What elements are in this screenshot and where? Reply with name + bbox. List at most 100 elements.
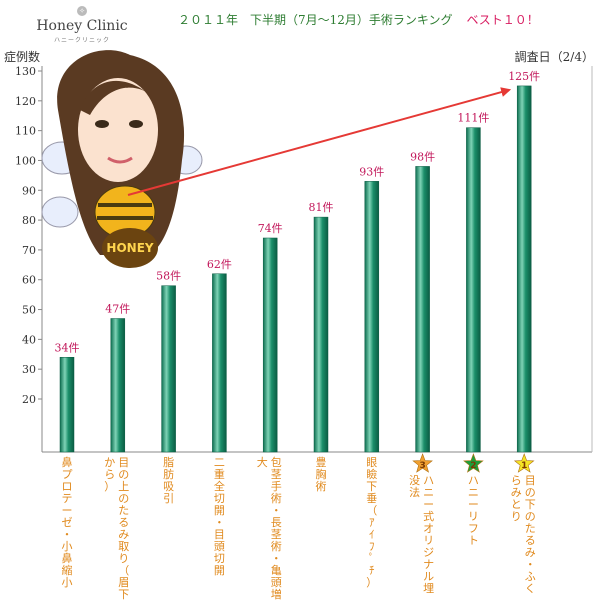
category-label-char: 瞼 — [366, 467, 377, 481]
y-tick-label: 60 — [22, 274, 36, 287]
y-tick-label: 50 — [22, 304, 36, 317]
bar — [212, 273, 227, 453]
category-label-char: み — [525, 546, 536, 559]
category-label-char: る — [525, 534, 536, 547]
mascot-badge-text: HONEY — [106, 241, 153, 255]
category-label-char: た — [118, 504, 129, 517]
category-label-char: 眉 — [118, 576, 129, 589]
category-label-char: の — [525, 486, 536, 499]
y-axis-label: 症例数 — [4, 50, 41, 64]
bar-value-label: 74件 — [258, 222, 283, 235]
chart-bars — [59, 85, 532, 453]
category-label-char: 吸 — [163, 480, 174, 493]
category-label-char: （ — [118, 564, 129, 577]
mascot-honey-pot — [102, 228, 158, 268]
category-label-char: 二 — [214, 456, 225, 469]
y-tick-label: 40 — [22, 333, 36, 346]
category-label-char: の — [118, 492, 129, 505]
category-label-char: ・ — [214, 516, 225, 529]
bar-value-label: 98件 — [410, 150, 435, 163]
category-label-char: 肪 — [163, 467, 174, 481]
y-tick-label: 100 — [15, 154, 36, 167]
category-label-char: リ — [423, 534, 434, 547]
category-label-char: ら — [104, 468, 115, 481]
bar — [262, 237, 278, 453]
y-tick-label: 70 — [22, 244, 36, 257]
category-label-char: 目 — [118, 456, 129, 469]
bar — [516, 85, 532, 453]
category-label-char: ー — [468, 498, 479, 511]
category-label-char: 鼻 — [62, 551, 73, 565]
category-label-char: 引 — [163, 491, 174, 505]
y-tick-label: 130 — [15, 65, 36, 78]
y-tick-label: 120 — [15, 95, 36, 108]
category-label-char: 重 — [214, 467, 225, 481]
y-tick-label: 80 — [22, 214, 36, 227]
mascot-mouth — [107, 156, 133, 164]
category-label-char: 小 — [62, 576, 73, 589]
category-label-char: た — [525, 522, 536, 535]
category-label-char: ふ — [525, 570, 536, 583]
category-label-char: ﾁ — [369, 564, 375, 577]
category-label-char: 増 — [271, 588, 282, 600]
category-label-char: 下 — [118, 588, 129, 600]
category-label-char: 茎 — [271, 468, 282, 481]
category-label-char: り — [118, 552, 129, 565]
bar — [161, 285, 176, 453]
trend-arrow — [127, 87, 512, 196]
category-label-char: ・ — [62, 528, 73, 541]
y-tick-label: 110 — [15, 125, 36, 138]
category-label-char: ハ — [468, 474, 479, 487]
category-label-char: 眼 — [366, 456, 377, 469]
category-label-char: フ — [468, 522, 479, 535]
category-label-char: テ — [62, 492, 73, 505]
bar-value-label: 62件 — [207, 258, 232, 271]
bar — [415, 166, 430, 453]
category-label-char: ー — [62, 504, 73, 517]
category-label-char: 没 — [409, 474, 420, 487]
category-label-char: （ — [366, 504, 377, 517]
category-label-char: か — [104, 456, 115, 469]
category-label-char: と — [511, 498, 522, 511]
category-label-char: ら — [511, 474, 522, 487]
chart-title: ２０１１年 下半期（7月～12月）手術ランキング ベスト１０！ — [178, 11, 539, 28]
bar-value-label: 125件 — [508, 70, 540, 83]
rank-star-icon — [412, 453, 433, 473]
category-label-char: 上 — [118, 480, 129, 493]
category-label-char: 包 — [271, 456, 282, 469]
y-tick-label: 20 — [22, 393, 36, 406]
category-label-char: 全 — [214, 479, 225, 493]
category-label-char: 大 — [257, 455, 268, 469]
mascot-bangs — [80, 80, 150, 115]
category-label-char: み — [118, 528, 129, 541]
rank-number: 2 — [470, 461, 476, 471]
category-label-char: 長 — [271, 516, 282, 529]
chart-axes: 20 30 40 50 60 70 80 90 100 110 120 130 — [15, 65, 593, 453]
category-label-char: 豊 — [316, 456, 327, 469]
category-label-char: 小 — [62, 540, 73, 553]
bar-value-label: 47件 — [105, 302, 130, 315]
bar — [59, 357, 75, 453]
category-label-char: ニ — [423, 486, 434, 499]
category-label-char: ｲ — [369, 528, 375, 541]
category-label-char: 切 — [214, 552, 225, 565]
mascot-wing-lower — [41, 196, 79, 228]
category-label-char: み — [511, 486, 522, 499]
category-label-char: ジ — [423, 546, 434, 559]
rank-number: 3 — [419, 461, 425, 471]
category-label-char: プ — [62, 468, 73, 481]
category-label-char: 術 — [316, 480, 327, 493]
category-label-char: ｱ — [369, 516, 375, 529]
mascot-body-stripes — [97, 203, 153, 220]
chart-title-main: ２０１１年 下半期（7月～12月）手術ランキング — [178, 13, 453, 27]
bar — [110, 318, 126, 453]
y-tick-label: 90 — [22, 184, 36, 197]
category-label-char: ハ — [423, 474, 434, 487]
category-label-char: 茎 — [271, 528, 282, 541]
rank-number: 1 — [521, 461, 527, 471]
category-label-char: 亀 — [271, 563, 282, 577]
bar — [364, 181, 380, 453]
